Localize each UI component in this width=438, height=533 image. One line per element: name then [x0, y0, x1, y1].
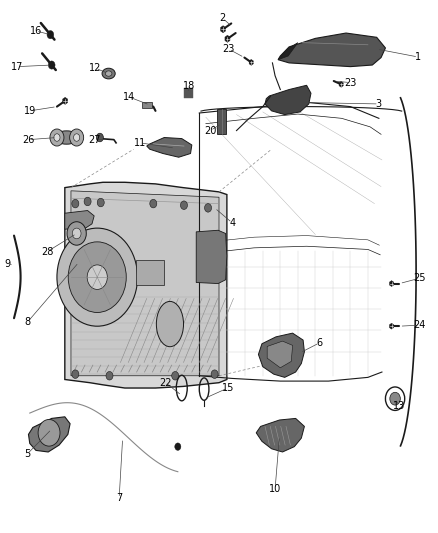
Text: 2: 2	[219, 13, 226, 23]
Bar	[217, 109, 226, 134]
Circle shape	[67, 222, 86, 245]
Bar	[136, 260, 164, 285]
Text: 27: 27	[88, 135, 100, 144]
Text: 25: 25	[413, 273, 426, 283]
Circle shape	[70, 129, 84, 146]
Circle shape	[96, 133, 103, 142]
Circle shape	[68, 242, 126, 312]
Text: 7: 7	[116, 494, 122, 503]
Circle shape	[72, 228, 81, 239]
Ellipse shape	[102, 68, 115, 79]
Text: 1: 1	[415, 52, 421, 62]
Polygon shape	[267, 341, 293, 368]
Circle shape	[150, 199, 157, 208]
Polygon shape	[225, 35, 230, 42]
Text: 17: 17	[11, 62, 24, 71]
Ellipse shape	[105, 71, 112, 76]
Bar	[184, 88, 193, 98]
Circle shape	[172, 372, 179, 380]
Polygon shape	[249, 60, 253, 65]
Text: 3: 3	[376, 99, 382, 109]
Text: 10: 10	[269, 484, 281, 494]
Text: 5: 5	[24, 449, 30, 459]
Circle shape	[87, 265, 107, 289]
Text: 26: 26	[22, 135, 35, 144]
Text: 11: 11	[134, 138, 146, 148]
Text: 8: 8	[24, 318, 30, 327]
Circle shape	[180, 201, 187, 209]
Circle shape	[74, 134, 80, 141]
Ellipse shape	[54, 131, 79, 144]
Circle shape	[175, 443, 181, 450]
Polygon shape	[278, 33, 385, 67]
Polygon shape	[65, 182, 227, 388]
Circle shape	[106, 372, 113, 380]
Polygon shape	[265, 85, 311, 115]
Text: 14: 14	[123, 92, 135, 102]
Polygon shape	[196, 230, 227, 284]
Text: 18: 18	[183, 82, 195, 91]
Circle shape	[38, 419, 60, 446]
Circle shape	[72, 370, 79, 378]
Polygon shape	[65, 211, 94, 229]
Text: 24: 24	[413, 320, 426, 330]
Text: 16: 16	[30, 26, 42, 36]
Circle shape	[211, 370, 218, 378]
Circle shape	[54, 134, 60, 141]
Polygon shape	[256, 418, 304, 452]
Text: 23: 23	[344, 78, 357, 87]
Text: 15: 15	[222, 383, 234, 393]
Text: 13: 13	[393, 401, 406, 411]
Polygon shape	[258, 333, 304, 377]
Circle shape	[47, 30, 54, 39]
Circle shape	[97, 198, 104, 207]
Circle shape	[205, 204, 212, 212]
Circle shape	[48, 61, 55, 69]
Text: 4: 4	[229, 218, 235, 228]
Text: 6: 6	[317, 338, 323, 348]
Text: 28: 28	[41, 247, 53, 256]
Polygon shape	[71, 191, 219, 376]
Polygon shape	[147, 138, 192, 157]
Circle shape	[84, 197, 91, 206]
Polygon shape	[221, 26, 226, 33]
Polygon shape	[28, 417, 70, 452]
Text: 23: 23	[223, 44, 235, 54]
Circle shape	[72, 199, 79, 208]
Text: 12: 12	[89, 63, 102, 73]
Text: 9: 9	[5, 259, 11, 269]
Polygon shape	[339, 82, 343, 87]
Polygon shape	[389, 280, 394, 287]
Circle shape	[50, 129, 64, 146]
Polygon shape	[278, 43, 298, 60]
Text: 19: 19	[24, 106, 36, 116]
Bar	[142, 102, 152, 108]
Ellipse shape	[156, 302, 184, 346]
Circle shape	[57, 228, 138, 326]
Polygon shape	[389, 323, 394, 329]
Polygon shape	[63, 98, 67, 104]
Text: 20: 20	[204, 126, 216, 135]
Circle shape	[390, 392, 400, 405]
Text: 22: 22	[159, 378, 172, 387]
